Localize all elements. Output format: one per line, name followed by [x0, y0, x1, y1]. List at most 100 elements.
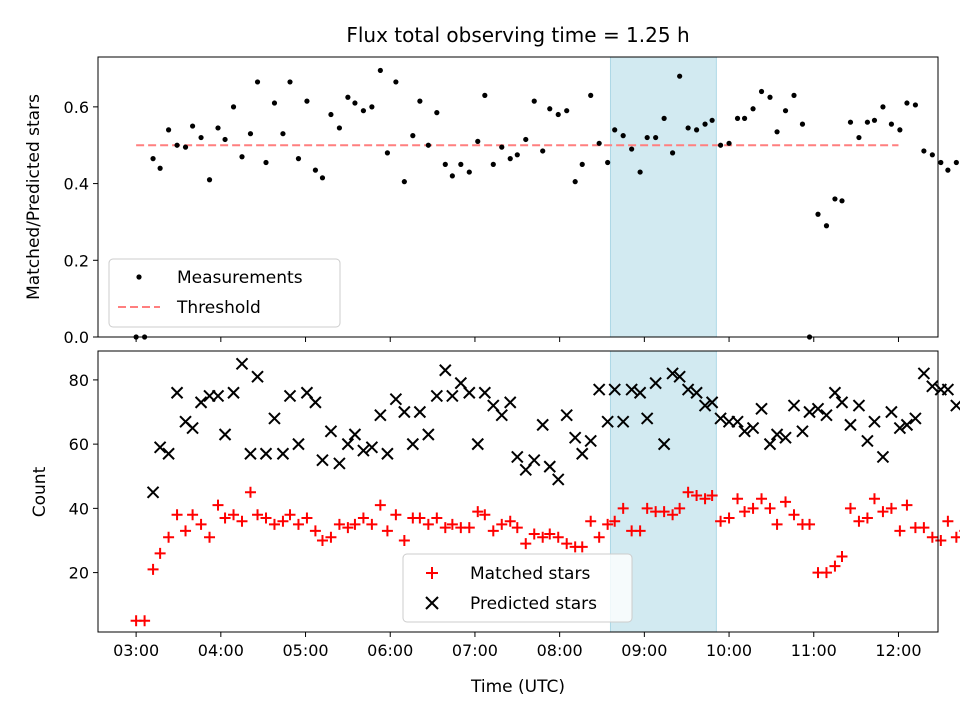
- legend-measurements-marker: [136, 274, 142, 280]
- bottom-y-axis-label: Count: [30, 466, 50, 517]
- matched-star-point: [804, 518, 816, 530]
- matched-star-point: [732, 493, 744, 505]
- measurement-point: [904, 100, 910, 106]
- matched-star-point: [764, 502, 776, 514]
- predicted-star-point: [283, 389, 297, 403]
- predicted-star-point: [528, 453, 541, 467]
- measurement-point: [734, 115, 741, 121]
- matched-star-point: [284, 509, 296, 521]
- predicted-star-point: [194, 396, 208, 409]
- legend-matched-marker: [426, 567, 438, 579]
- predicted-star-point: [657, 437, 671, 451]
- predicted-star-point: [227, 386, 240, 399]
- matched-star-point: [617, 502, 629, 514]
- matched-star-point: [277, 515, 289, 527]
- measurement-point: [198, 134, 204, 141]
- measurement-point: [263, 159, 269, 166]
- predicted-star-point: [235, 357, 249, 371]
- predicted-star-point: [941, 383, 955, 396]
- measurement-point: [490, 161, 496, 167]
- predicted-star-point: [511, 450, 524, 464]
- matched-star-point: [374, 499, 386, 511]
- predicted-star-point: [381, 447, 394, 460]
- bottom-x-ticks: 03:00 04:00 05:00 06:00 07:00 08:00 09:00 10:00…: [113, 632, 922, 660]
- matched-star-point: [844, 502, 856, 514]
- matched-star-point: [147, 563, 159, 575]
- measurement-point: [839, 198, 845, 204]
- x-tick-label: 08:00: [537, 641, 583, 660]
- measurement-point: [945, 167, 951, 173]
- predicted-star-point: [333, 457, 346, 470]
- predicted-star-point: [170, 386, 184, 399]
- predicted-star-point: [649, 376, 662, 390]
- predicted-star-point: [666, 367, 679, 380]
- matched-star-point: [187, 509, 199, 521]
- predicted-star-point: [950, 399, 960, 412]
- bottom-legend-box: [402, 553, 633, 623]
- matched-star-point: [366, 518, 378, 530]
- measurement-point: [458, 161, 464, 167]
- matched-star-point: [820, 567, 832, 579]
- predicted-star-point: [900, 418, 914, 432]
- predicted-star-point: [576, 447, 589, 460]
- matched-star-point: [894, 525, 906, 537]
- matched-star-point: [552, 531, 564, 543]
- top-y-ticks: 0.0 0.2 0.4 0.6: [64, 98, 98, 347]
- matched-stars-points: [130, 486, 960, 627]
- matched-star-point: [723, 512, 735, 524]
- matched-star-point: [316, 534, 328, 546]
- measurement-point: [620, 133, 626, 139]
- predicted-star-point: [705, 396, 719, 409]
- predicted-star-point: [909, 412, 922, 425]
- matched-star-point: [885, 502, 897, 514]
- bottom-legend: Matched stars Predicted stars: [402, 553, 633, 623]
- measurement-point: [856, 134, 862, 141]
- bottom-y-ticks: 20 40 60 80: [69, 371, 98, 583]
- matched-star-point: [381, 525, 393, 537]
- matched-star-point: [342, 522, 354, 534]
- predicted-star-point: [244, 447, 257, 460]
- top-panel: 0.0 0.2 0.4 0.6 Matched/Predicted stars Mea…: [24, 56, 959, 347]
- bottom-y-tick-label: 40: [69, 499, 89, 518]
- legend-predicted-label: Predicted stars: [470, 594, 597, 614]
- measurement-point: [637, 169, 643, 175]
- measurement-point: [644, 134, 650, 141]
- x-tick-label: 06:00: [367, 641, 413, 660]
- matched-star-point: [180, 525, 192, 537]
- measurement-point: [750, 106, 756, 112]
- legend-measurements-label: Measurements: [177, 268, 303, 288]
- measurement-point: [304, 98, 310, 104]
- predicted-star-point: [844, 418, 857, 432]
- measurement-point: [475, 138, 481, 144]
- measurement-point: [215, 125, 221, 131]
- predicted-star-point: [560, 409, 573, 422]
- bottom-y-tick-label: 20: [69, 564, 89, 583]
- legend-matched-label: Matched stars: [470, 564, 590, 584]
- matched-star-point: [715, 515, 727, 527]
- predicted-star-point: [681, 383, 695, 396]
- predicted-star-point: [731, 415, 744, 428]
- measurement-point: [823, 223, 830, 229]
- matched-star-point: [446, 518, 458, 530]
- matched-star-point: [544, 528, 556, 540]
- measurement-point: [271, 100, 278, 106]
- measurement-point: [897, 127, 903, 133]
- measurement-point: [847, 119, 854, 125]
- matched-star-point: [658, 506, 670, 518]
- legend-threshold-label: Threshold: [176, 298, 261, 318]
- measurement-point: [717, 142, 724, 148]
- matched-star-point: [520, 538, 532, 550]
- measurement-point: [499, 144, 505, 150]
- predicted-star-point: [616, 415, 630, 428]
- predicted-star-point: [601, 415, 614, 428]
- bottom-axes-frame: [97, 350, 939, 633]
- matched-star-point: [414, 512, 426, 524]
- predicted-star-point: [357, 444, 370, 457]
- matched-star-point: [463, 522, 475, 534]
- matched-star-point: [682, 486, 694, 498]
- measurement-point: [206, 177, 213, 183]
- predicted-star-point: [820, 409, 833, 422]
- measurement-point: [791, 92, 797, 98]
- measurement-point: [815, 211, 821, 217]
